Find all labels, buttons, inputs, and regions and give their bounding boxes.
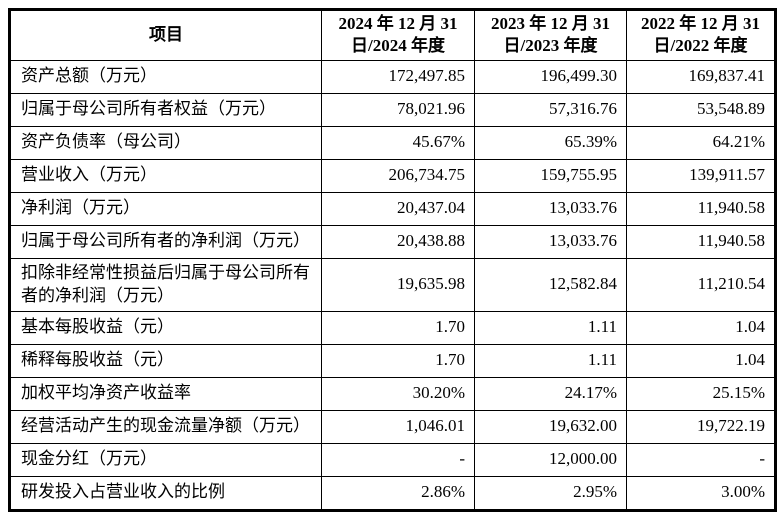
row-value: 64.21% bbox=[626, 125, 776, 160]
row-value: 19,722.19 bbox=[626, 409, 776, 444]
row-value: 24.17% bbox=[474, 376, 627, 411]
row-value: 53,548.89 bbox=[626, 92, 776, 127]
row-label: 营业收入（万元） bbox=[9, 158, 322, 193]
row-value: 11,940.58 bbox=[626, 191, 776, 226]
table-row: 营业收入（万元） 206,734.75 159,755.95 139,911.57 bbox=[9, 158, 776, 193]
row-value: 139,911.57 bbox=[626, 158, 776, 193]
row-value: 12,582.84 bbox=[474, 257, 627, 312]
table-row: 资产总额（万元） 172,497.85 196,499.30 169,837.41 bbox=[9, 59, 776, 94]
row-label: 资产负债率（母公司） bbox=[9, 125, 322, 160]
row-value: 19,632.00 bbox=[474, 409, 627, 444]
row-value: 1.04 bbox=[626, 310, 776, 345]
row-value: 1.70 bbox=[321, 310, 475, 345]
row-value: 172,497.85 bbox=[321, 59, 475, 94]
row-value: 2.86% bbox=[321, 475, 475, 511]
row-value: 169,837.41 bbox=[626, 59, 776, 94]
row-value: 20,438.88 bbox=[321, 224, 475, 259]
row-value: 1.04 bbox=[626, 343, 776, 378]
row-value: - bbox=[321, 442, 475, 477]
column-header-period: 2024 年 12 月 31 日/2024 年度 bbox=[321, 9, 475, 61]
row-value: 19,635.98 bbox=[321, 257, 475, 312]
row-value: 11,940.58 bbox=[626, 224, 776, 259]
financial-summary-table: 项目 2024 年 12 月 31 日/2024 年度 2023 年 12 月 3… bbox=[8, 8, 777, 512]
row-value: 25.15% bbox=[626, 376, 776, 411]
row-label: 净利润（万元） bbox=[9, 191, 322, 226]
row-label: 归属于母公司所有者的净利润（万元） bbox=[9, 224, 322, 259]
row-label: 加权平均净资产收益率 bbox=[9, 376, 322, 411]
row-value: 45.67% bbox=[321, 125, 475, 160]
row-label: 归属于母公司所有者权益（万元） bbox=[9, 92, 322, 127]
row-value: 30.20% bbox=[321, 376, 475, 411]
table-row: 净利润（万元） 20,437.04 13,033.76 11,940.58 bbox=[9, 191, 776, 226]
table-row: 基本每股收益（元） 1.70 1.11 1.04 bbox=[9, 310, 776, 345]
row-label: 扣除非经常性损益后归属于母公司所有者的净利润（万元） bbox=[9, 257, 322, 312]
row-value: 13,033.76 bbox=[474, 224, 627, 259]
table-row: 资产负债率（母公司） 45.67% 65.39% 64.21% bbox=[9, 125, 776, 160]
row-value: 20,437.04 bbox=[321, 191, 475, 226]
row-value: - bbox=[626, 442, 776, 477]
row-label: 研发投入占营业收入的比例 bbox=[9, 475, 322, 511]
row-value: 12,000.00 bbox=[474, 442, 627, 477]
row-value: 13,033.76 bbox=[474, 191, 627, 226]
row-value: 1.11 bbox=[474, 310, 627, 345]
row-label: 资产总额（万元） bbox=[9, 59, 322, 94]
row-value: 1.70 bbox=[321, 343, 475, 378]
row-value: 196,499.30 bbox=[474, 59, 627, 94]
table-row: 经营活动产生的现金流量净额（万元） 1,046.01 19,632.00 19,722… bbox=[9, 409, 776, 444]
column-header-period: 2023 年 12 月 31 日/2023 年度 bbox=[474, 9, 627, 61]
column-header-item: 项目 bbox=[9, 9, 322, 61]
row-value: 2.95% bbox=[474, 475, 627, 511]
row-value: 206,734.75 bbox=[321, 158, 475, 193]
row-value: 65.39% bbox=[474, 125, 627, 160]
row-label: 稀释每股收益（元） bbox=[9, 343, 322, 378]
column-header-period: 2022 年 12 月 31 日/2022 年度 bbox=[626, 9, 776, 61]
row-value: 57,316.76 bbox=[474, 92, 627, 127]
row-label: 经营活动产生的现金流量净额（万元） bbox=[9, 409, 322, 444]
row-value: 159,755.95 bbox=[474, 158, 627, 193]
table-row: 归属于母公司所有者的净利润（万元） 20,438.88 13,033.76 11,94… bbox=[9, 224, 776, 259]
table-row: 归属于母公司所有者权益（万元） 78,021.96 57,316.76 53,548.… bbox=[9, 92, 776, 127]
table-row: 研发投入占营业收入的比例 2.86% 2.95% 3.00% bbox=[9, 475, 776, 511]
table-row: 扣除非经常性损益后归属于母公司所有者的净利润（万元） 19,635.98 12,58… bbox=[9, 257, 776, 312]
row-value: 78,021.96 bbox=[321, 92, 475, 127]
table-row: 稀释每股收益（元） 1.70 1.11 1.04 bbox=[9, 343, 776, 378]
row-value: 3.00% bbox=[626, 475, 776, 511]
table-row: 加权平均净资产收益率 30.20% 24.17% 25.15% bbox=[9, 376, 776, 411]
row-value: 11,210.54 bbox=[626, 257, 776, 312]
row-value: 1,046.01 bbox=[321, 409, 475, 444]
table-row: 现金分红（万元） -12,000.00- bbox=[9, 442, 776, 477]
row-value: 1.11 bbox=[474, 343, 627, 378]
row-label: 现金分红（万元） bbox=[9, 442, 322, 477]
header-row: 项目 2024 年 12 月 31 日/2024 年度 2023 年 12 月 3… bbox=[9, 9, 776, 61]
row-label: 基本每股收益（元） bbox=[9, 310, 322, 345]
